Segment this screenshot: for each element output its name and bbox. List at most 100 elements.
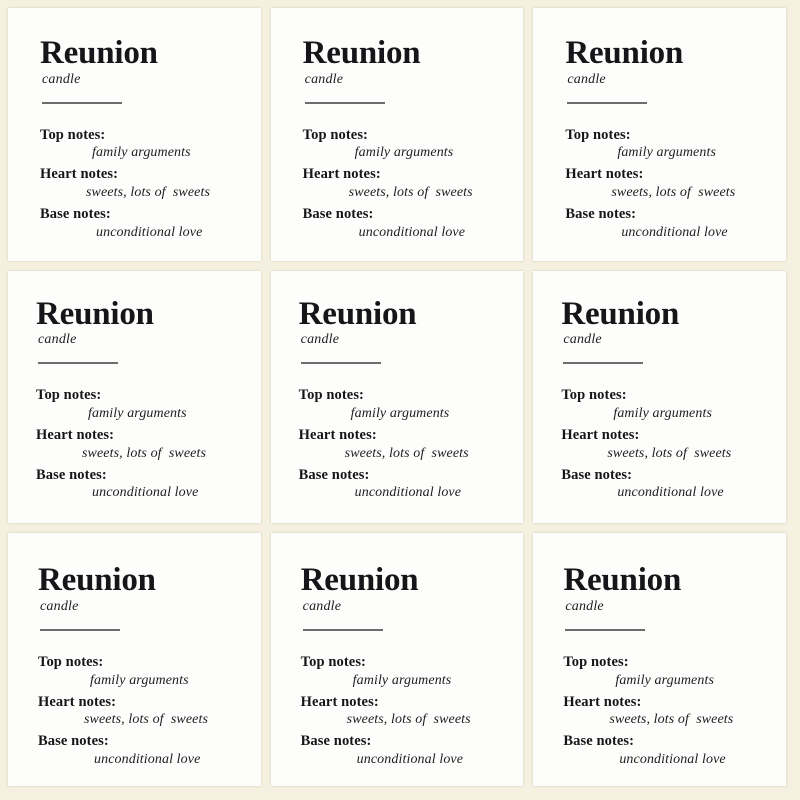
label-card-card-8[interactable]: Reunion candle Top notes: family argumen… [270,533,524,786]
card-subtitle: candle [565,598,604,614]
note-value-base: unconditional love [94,751,201,767]
note-label-heart: Heart notes: [561,427,640,444]
note-group-top: Top notes: family arguments [301,653,506,690]
note-label-heart: Heart notes: [565,166,644,183]
note-label-base: Base notes: [561,466,633,483]
note-group-heart: Heart notes: sweets, lots of sweets [563,693,768,730]
note-label-top: Top notes: [565,126,631,143]
label-card-card-7[interactable]: Reunion candle Top notes: family argumen… [8,533,261,786]
label-card-card-9[interactable]: Reunion candle Top notes: family argumen… [533,533,786,786]
note-label-top: Top notes: [40,126,106,143]
note-group-heart: Heart notes: sweets, lots of sweets [36,426,243,463]
note-label-base: Base notes: [302,206,374,223]
notes-block: Top notes: family arguments Heart notes:… [301,653,506,769]
note-value-top: family arguments [352,672,452,688]
note-group-top: Top notes: family arguments [36,386,243,423]
note-group-base: Base notes: unconditional love [299,466,506,503]
note-value-base: unconditional love [92,485,199,501]
card-subtitle: candle [567,71,606,87]
card-title: Reunion [40,35,158,71]
note-group-heart: Heart notes: sweets, lots of sweets [303,165,506,202]
card-title: Reunion [563,562,682,599]
card-title: Reunion [36,295,154,332]
note-label-heart: Heart notes: [298,427,377,444]
note-label-top: Top notes: [300,653,366,670]
note-value-heart: sweets, lots of sweets [607,445,732,461]
note-group-heart: Heart notes: sweets, lots of sweets [299,426,506,463]
note-label-top: Top notes: [38,653,104,670]
note-value-base: unconditional love [621,224,728,240]
card-divider [302,628,383,631]
notes-block: Top notes: family arguments Heart notes:… [36,386,243,502]
note-value-top: family arguments [88,405,187,421]
note-value-heart: sweets, lots of sweets [348,184,473,200]
notes-block: Top notes: family arguments Heart notes:… [38,653,243,769]
card-title: Reunion [565,35,684,71]
note-value-base: unconditional love [619,751,726,767]
card-subtitle: candle [42,71,81,87]
note-label-base: Base notes: [563,733,635,750]
note-label-top: Top notes: [36,387,102,404]
card-title: Reunion [561,295,680,332]
label-card-card-2[interactable]: Reunion candle Top notes: family argumen… [270,8,524,261]
card-divider [42,101,122,104]
note-group-top: Top notes: family arguments [299,386,506,423]
card-divider [565,628,646,631]
card-title: Reunion [38,562,156,599]
note-label-base: Base notes: [36,466,107,483]
note-group-base: Base notes: unconditional love [38,732,243,769]
note-group-top: Top notes: family arguments [563,653,768,690]
label-card-card-6[interactable]: Reunion candle Top notes: family argumen… [533,270,786,524]
note-value-top: family arguments [354,145,454,161]
note-value-heart: sweets, lots of sweets [82,445,207,461]
note-group-base: Base notes: unconditional love [561,466,768,503]
card-title: Reunion [302,35,421,71]
note-group-base: Base notes: unconditional love [303,205,506,242]
note-group-top: Top notes: family arguments [565,126,768,163]
note-value-base: unconditional love [358,224,466,240]
note-label-heart: Heart notes: [300,693,379,710]
label-card-card-1[interactable]: Reunion candle Top notes: family argumen… [8,8,261,261]
note-label-top: Top notes: [302,126,368,143]
note-label-heart: Heart notes: [563,693,642,710]
card-divider [38,362,118,365]
note-group-base: Base notes: unconditional love [565,205,768,242]
notes-block: Top notes: family arguments Heart notes:… [303,126,506,242]
notes-block: Top notes: family arguments Heart notes:… [563,653,768,769]
note-label-base: Base notes: [40,206,111,223]
card-divider [300,362,381,365]
note-value-top: family arguments [350,405,450,421]
label-card-card-3[interactable]: Reunion candle Top notes: family argumen… [533,8,786,261]
label-card-card-4[interactable]: Reunion candle Top notes: family argumen… [8,270,261,524]
card-divider [567,101,648,104]
note-group-heart: Heart notes: sweets, lots of sweets [561,426,768,463]
notes-block: Top notes: family arguments Heart notes:… [299,386,506,502]
note-group-heart: Heart notes: sweets, lots of sweets [565,165,768,202]
note-group-base: Base notes: unconditional love [40,205,243,242]
note-group-top: Top notes: family arguments [561,386,768,423]
note-group-base: Base notes: unconditional love [563,732,768,769]
note-label-base: Base notes: [38,733,109,750]
card-subtitle: candle [302,598,342,614]
note-value-heart: sweets, lots of sweets [344,445,469,461]
card-subtitle: candle [304,71,344,87]
card-title: Reunion [298,295,417,332]
note-value-heart: sweets, lots of sweets [84,712,209,728]
card-divider [304,101,385,104]
label-card-card-5[interactable]: Reunion candle Top notes: family argumen… [270,270,524,524]
note-group-base: Base notes: unconditional love [301,732,506,769]
note-label-heart: Heart notes: [38,693,117,710]
note-value-top: family arguments [617,145,717,161]
note-group-heart: Heart notes: sweets, lots of sweets [40,165,243,202]
notes-block: Top notes: family arguments Heart notes:… [565,126,768,242]
note-value-heart: sweets, lots of sweets [346,712,471,728]
card-subtitle: candle [300,332,340,348]
notes-block: Top notes: family arguments Heart notes:… [40,126,243,242]
note-label-heart: Heart notes: [36,427,115,444]
note-label-base: Base notes: [300,733,372,750]
note-label-base: Base notes: [298,466,370,483]
note-value-top: family arguments [92,145,191,161]
note-value-heart: sweets, lots of sweets [609,712,734,728]
note-value-base: unconditional love [96,224,203,240]
